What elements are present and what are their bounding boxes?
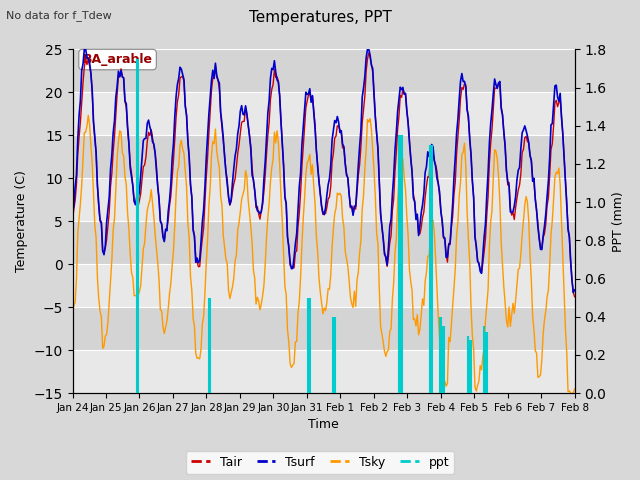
- X-axis label: Time: Time: [308, 419, 339, 432]
- Bar: [72, 221, 575, 264]
- Legend: Tair, Tsurf, Tsky, ppt: Tair, Tsurf, Tsky, ppt: [186, 451, 454, 474]
- Bar: [72, 264, 575, 307]
- Text: No data for f_Tdew: No data for f_Tdew: [6, 10, 112, 21]
- Bar: [72, 350, 575, 393]
- Bar: [72, 178, 575, 221]
- Bar: [72, 92, 575, 135]
- Bar: [72, 49, 575, 92]
- Y-axis label: Temperature (C): Temperature (C): [15, 170, 28, 272]
- Y-axis label: PPT (mm): PPT (mm): [612, 191, 625, 252]
- Bar: [72, 135, 575, 178]
- Text: BA_arable: BA_arable: [83, 53, 152, 66]
- Text: Temperatures, PPT: Temperatures, PPT: [248, 10, 392, 24]
- Bar: [72, 307, 575, 350]
